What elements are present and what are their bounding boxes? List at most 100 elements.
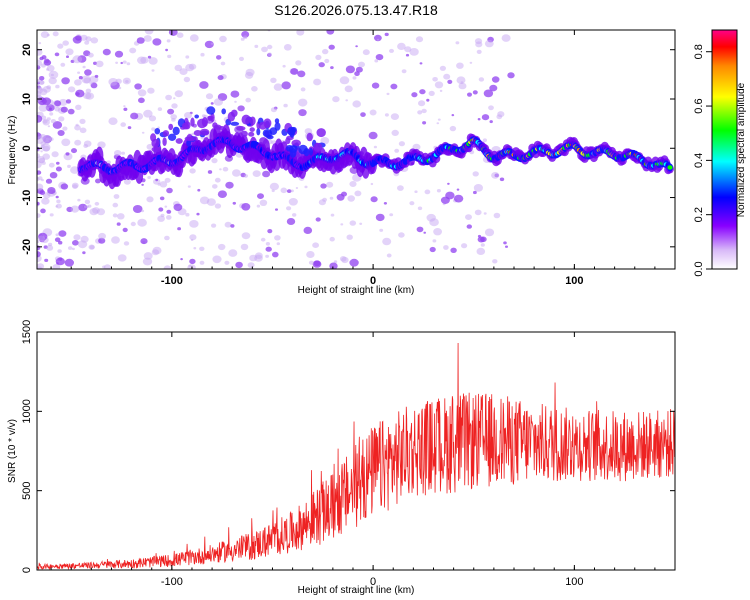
noise-speckle — [39, 190, 46, 196]
noise-speckle — [141, 131, 145, 134]
noise-speckle — [362, 49, 370, 56]
noise-speckle — [370, 182, 374, 186]
noise-speckle — [270, 107, 277, 113]
noise-speckle — [433, 228, 442, 236]
noise-speckle — [185, 212, 190, 217]
noise-speckle — [60, 183, 69, 190]
noise-speckle — [398, 232, 405, 238]
noise-speckle — [254, 44, 259, 49]
noise-speckle — [115, 61, 118, 64]
noise-speckle — [290, 189, 294, 193]
noise-speckle — [211, 223, 217, 228]
noise-speckle — [164, 205, 168, 208]
noise-speckle — [167, 108, 175, 115]
noise-speckle — [204, 40, 214, 49]
noise-speckle — [39, 80, 45, 85]
noise-speckle — [398, 141, 405, 147]
noise-speckle — [108, 117, 118, 125]
noise-speckle — [480, 243, 485, 247]
noise-speckle — [147, 87, 155, 94]
noise-speckle — [205, 93, 214, 100]
ridge-blob — [248, 131, 255, 137]
noise-speckle — [491, 172, 500, 179]
noise-speckle — [160, 213, 165, 218]
noise-speckle — [286, 218, 296, 225]
noise-speckle — [84, 69, 92, 76]
noise-speckle — [280, 187, 288, 194]
noise-speckle — [174, 90, 183, 98]
noise-speckle — [129, 47, 137, 54]
noise-speckle — [240, 37, 245, 41]
noise-speckle — [419, 89, 426, 95]
noise-speckle — [465, 214, 472, 221]
noise-speckle — [57, 130, 65, 136]
noise-speckle — [436, 189, 441, 193]
noise-speckle — [390, 113, 399, 120]
noise-speckle — [241, 203, 251, 211]
noise-speckle — [360, 112, 366, 117]
noise-speckle — [297, 70, 306, 78]
noise-speckle — [37, 115, 43, 123]
ridge-blob — [291, 139, 302, 147]
noise-speckle — [260, 237, 266, 242]
spectrogram-y-ticks: -20 -10 0 10 20 — [21, 44, 675, 255]
noise-speckle — [200, 52, 205, 57]
noise-speckle — [52, 264, 61, 269]
noise-speckle — [137, 56, 147, 65]
noise-speckle — [102, 265, 106, 269]
noise-speckle — [423, 231, 427, 234]
noise-speckle — [290, 68, 299, 75]
noise-speckle — [225, 181, 234, 189]
noise-speckle — [405, 53, 410, 57]
noise-speckle — [220, 61, 226, 66]
noise-speckle — [143, 109, 153, 118]
noise-speckle — [436, 122, 440, 125]
noise-speckle — [123, 241, 130, 246]
noise-speckle — [188, 264, 192, 267]
noise-speckle — [171, 118, 176, 122]
noise-speckle — [40, 31, 50, 38]
noise-speckle — [418, 100, 426, 107]
noise-speckle — [40, 208, 46, 214]
noise-speckle — [267, 229, 273, 234]
noise-speckle — [193, 247, 197, 250]
ridge-blob — [262, 129, 273, 138]
spectrogram-x-tick-label: -100 — [161, 275, 183, 287]
spectrogram-y-tick-label: -10 — [21, 190, 33, 206]
noise-speckle — [85, 36, 92, 42]
noise-speckle — [477, 234, 482, 238]
noise-speckle — [159, 181, 168, 188]
noise-speckle — [386, 253, 392, 258]
noise-speckle — [112, 202, 119, 208]
noise-speckle — [176, 32, 184, 38]
noise-speckle — [373, 145, 377, 149]
noise-speckle — [401, 69, 407, 74]
noise-speckle — [455, 41, 460, 45]
noise-speckle — [102, 48, 111, 56]
noise-speckle — [37, 183, 44, 191]
noise-speckle — [447, 182, 450, 185]
noise-speckle — [483, 212, 487, 215]
noise-speckle — [177, 227, 182, 231]
noise-speckle — [173, 97, 176, 100]
noise-speckle — [422, 121, 427, 125]
noise-speckle — [120, 122, 126, 127]
noise-speckle — [345, 65, 355, 74]
noise-speckle — [270, 77, 277, 84]
noise-speckle — [78, 76, 83, 80]
ridge-blob — [303, 148, 310, 157]
noise-speckle — [449, 125, 457, 132]
noise-speckle — [417, 110, 423, 115]
noise-speckle — [45, 178, 53, 184]
noise-speckle — [180, 258, 183, 261]
noise-speckle — [73, 234, 81, 241]
noise-speckle — [230, 90, 240, 98]
noise-speckle — [256, 204, 261, 208]
noise-speckle — [39, 56, 44, 61]
ridge-blob — [313, 142, 323, 152]
noise-speckle — [48, 70, 59, 79]
ridge-blob — [274, 122, 281, 131]
noise-speckle — [359, 222, 363, 225]
noise-speckle — [42, 145, 50, 152]
noise-speckle — [419, 62, 423, 65]
